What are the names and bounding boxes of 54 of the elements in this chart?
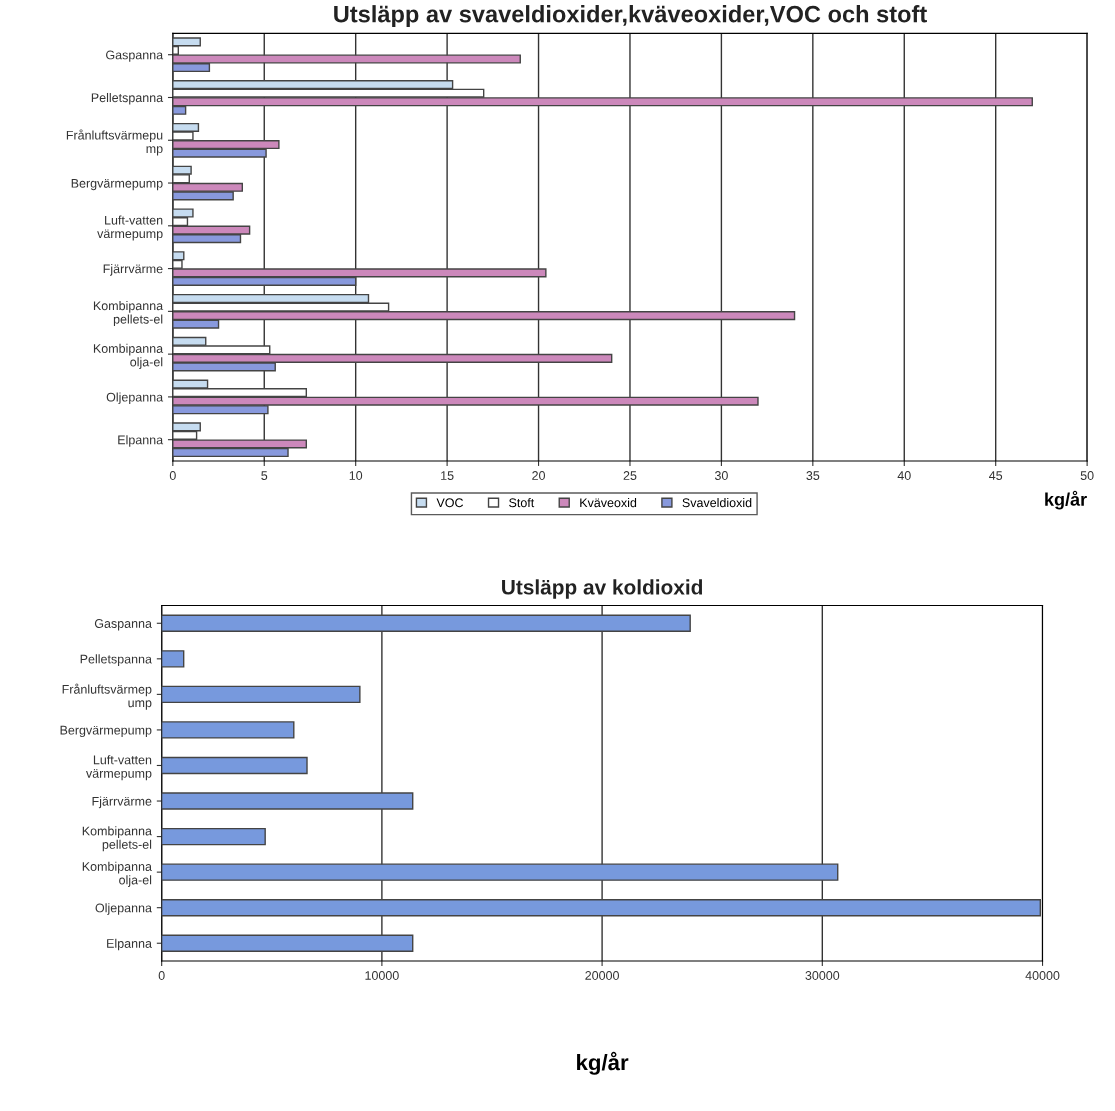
y-tick-label: Pelletspanna — [91, 92, 164, 105]
y-tick-label: Oljepanna — [95, 903, 152, 915]
x-tick-label: 45 — [989, 471, 1003, 480]
x-axis-title: kg/år — [577, 1051, 629, 1075]
legend-label: Svaveldioxid — [682, 497, 752, 508]
x-tick-label: 25 — [623, 471, 637, 480]
x-tick-label: 40 — [897, 471, 911, 480]
bar — [161, 863, 839, 881]
y-tick-label: Elpanna — [107, 938, 152, 951]
bar — [161, 756, 308, 775]
chart-title: Utsläpp av koldioxid — [502, 579, 703, 599]
y-tick-label: Luft-vatten värmepump — [86, 755, 152, 781]
x-tick-label: 5 — [261, 471, 268, 480]
y-tick-label: Frånluftsvärmep ump — [62, 683, 152, 710]
bar — [161, 650, 185, 668]
bar — [161, 721, 295, 739]
chart-title: Utsläpp av svaveldioxider,kväveoxider,VOC och stoft — [334, 5, 927, 28]
x-tick-label: 30 — [714, 471, 728, 480]
y-tick-label: Fjärrvärme — [92, 796, 152, 809]
x-tick-label: 0 — [158, 971, 165, 980]
bar — [161, 934, 414, 952]
bar — [161, 898, 1042, 917]
y-tick-label: Kombipanna olja-el — [82, 861, 152, 887]
legend-label: VOC — [436, 498, 464, 508]
y-tick-label: Kombipanna pellets-el — [82, 826, 152, 852]
y-tick-label: Pelletspanna — [80, 654, 152, 666]
y-tick-label: Kombipanna olja-el — [93, 343, 164, 369]
y-tick-label: Fjärrvärme — [103, 264, 163, 276]
bar — [161, 792, 414, 810]
y-tick-label: Gaspanna — [106, 50, 164, 62]
x-tick-label: 20 — [532, 471, 546, 480]
x-tick-label: 10000 — [365, 971, 399, 980]
x-tick-label: 30000 — [805, 971, 840, 980]
y-tick-label: Elpanna — [118, 435, 164, 447]
y-tick-label: Oljepanna — [106, 392, 164, 405]
bar — [161, 827, 266, 846]
x-tick-label: 35 — [806, 471, 820, 480]
x-tick-label: 20000 — [585, 971, 619, 980]
legend-label: Stoft — [509, 497, 535, 508]
y-tick-label: Kombipanna pellets-el — [93, 301, 164, 327]
x-axis-title: kg/år — [1045, 490, 1087, 510]
x-tick-label: 10 — [349, 471, 363, 480]
legend-label: Kväveoxid — [580, 497, 637, 508]
y-tick-label: Luft-vatten värmepump — [97, 215, 163, 241]
bar — [161, 685, 361, 704]
y-tick-label: Gaspanna — [94, 619, 152, 631]
y-tick-label: Frånluftsvärmepu mp — [66, 129, 163, 156]
y-tick-label: Bergvärmepump — [60, 725, 152, 738]
x-tick-label: 50 — [1080, 471, 1094, 480]
bar — [161, 614, 691, 632]
x-tick-label: 40000 — [1025, 971, 1060, 980]
x-tick-label: 0 — [169, 471, 176, 480]
x-tick-label: 15 — [441, 471, 454, 480]
y-tick-label: Bergvärmepump — [71, 178, 163, 191]
